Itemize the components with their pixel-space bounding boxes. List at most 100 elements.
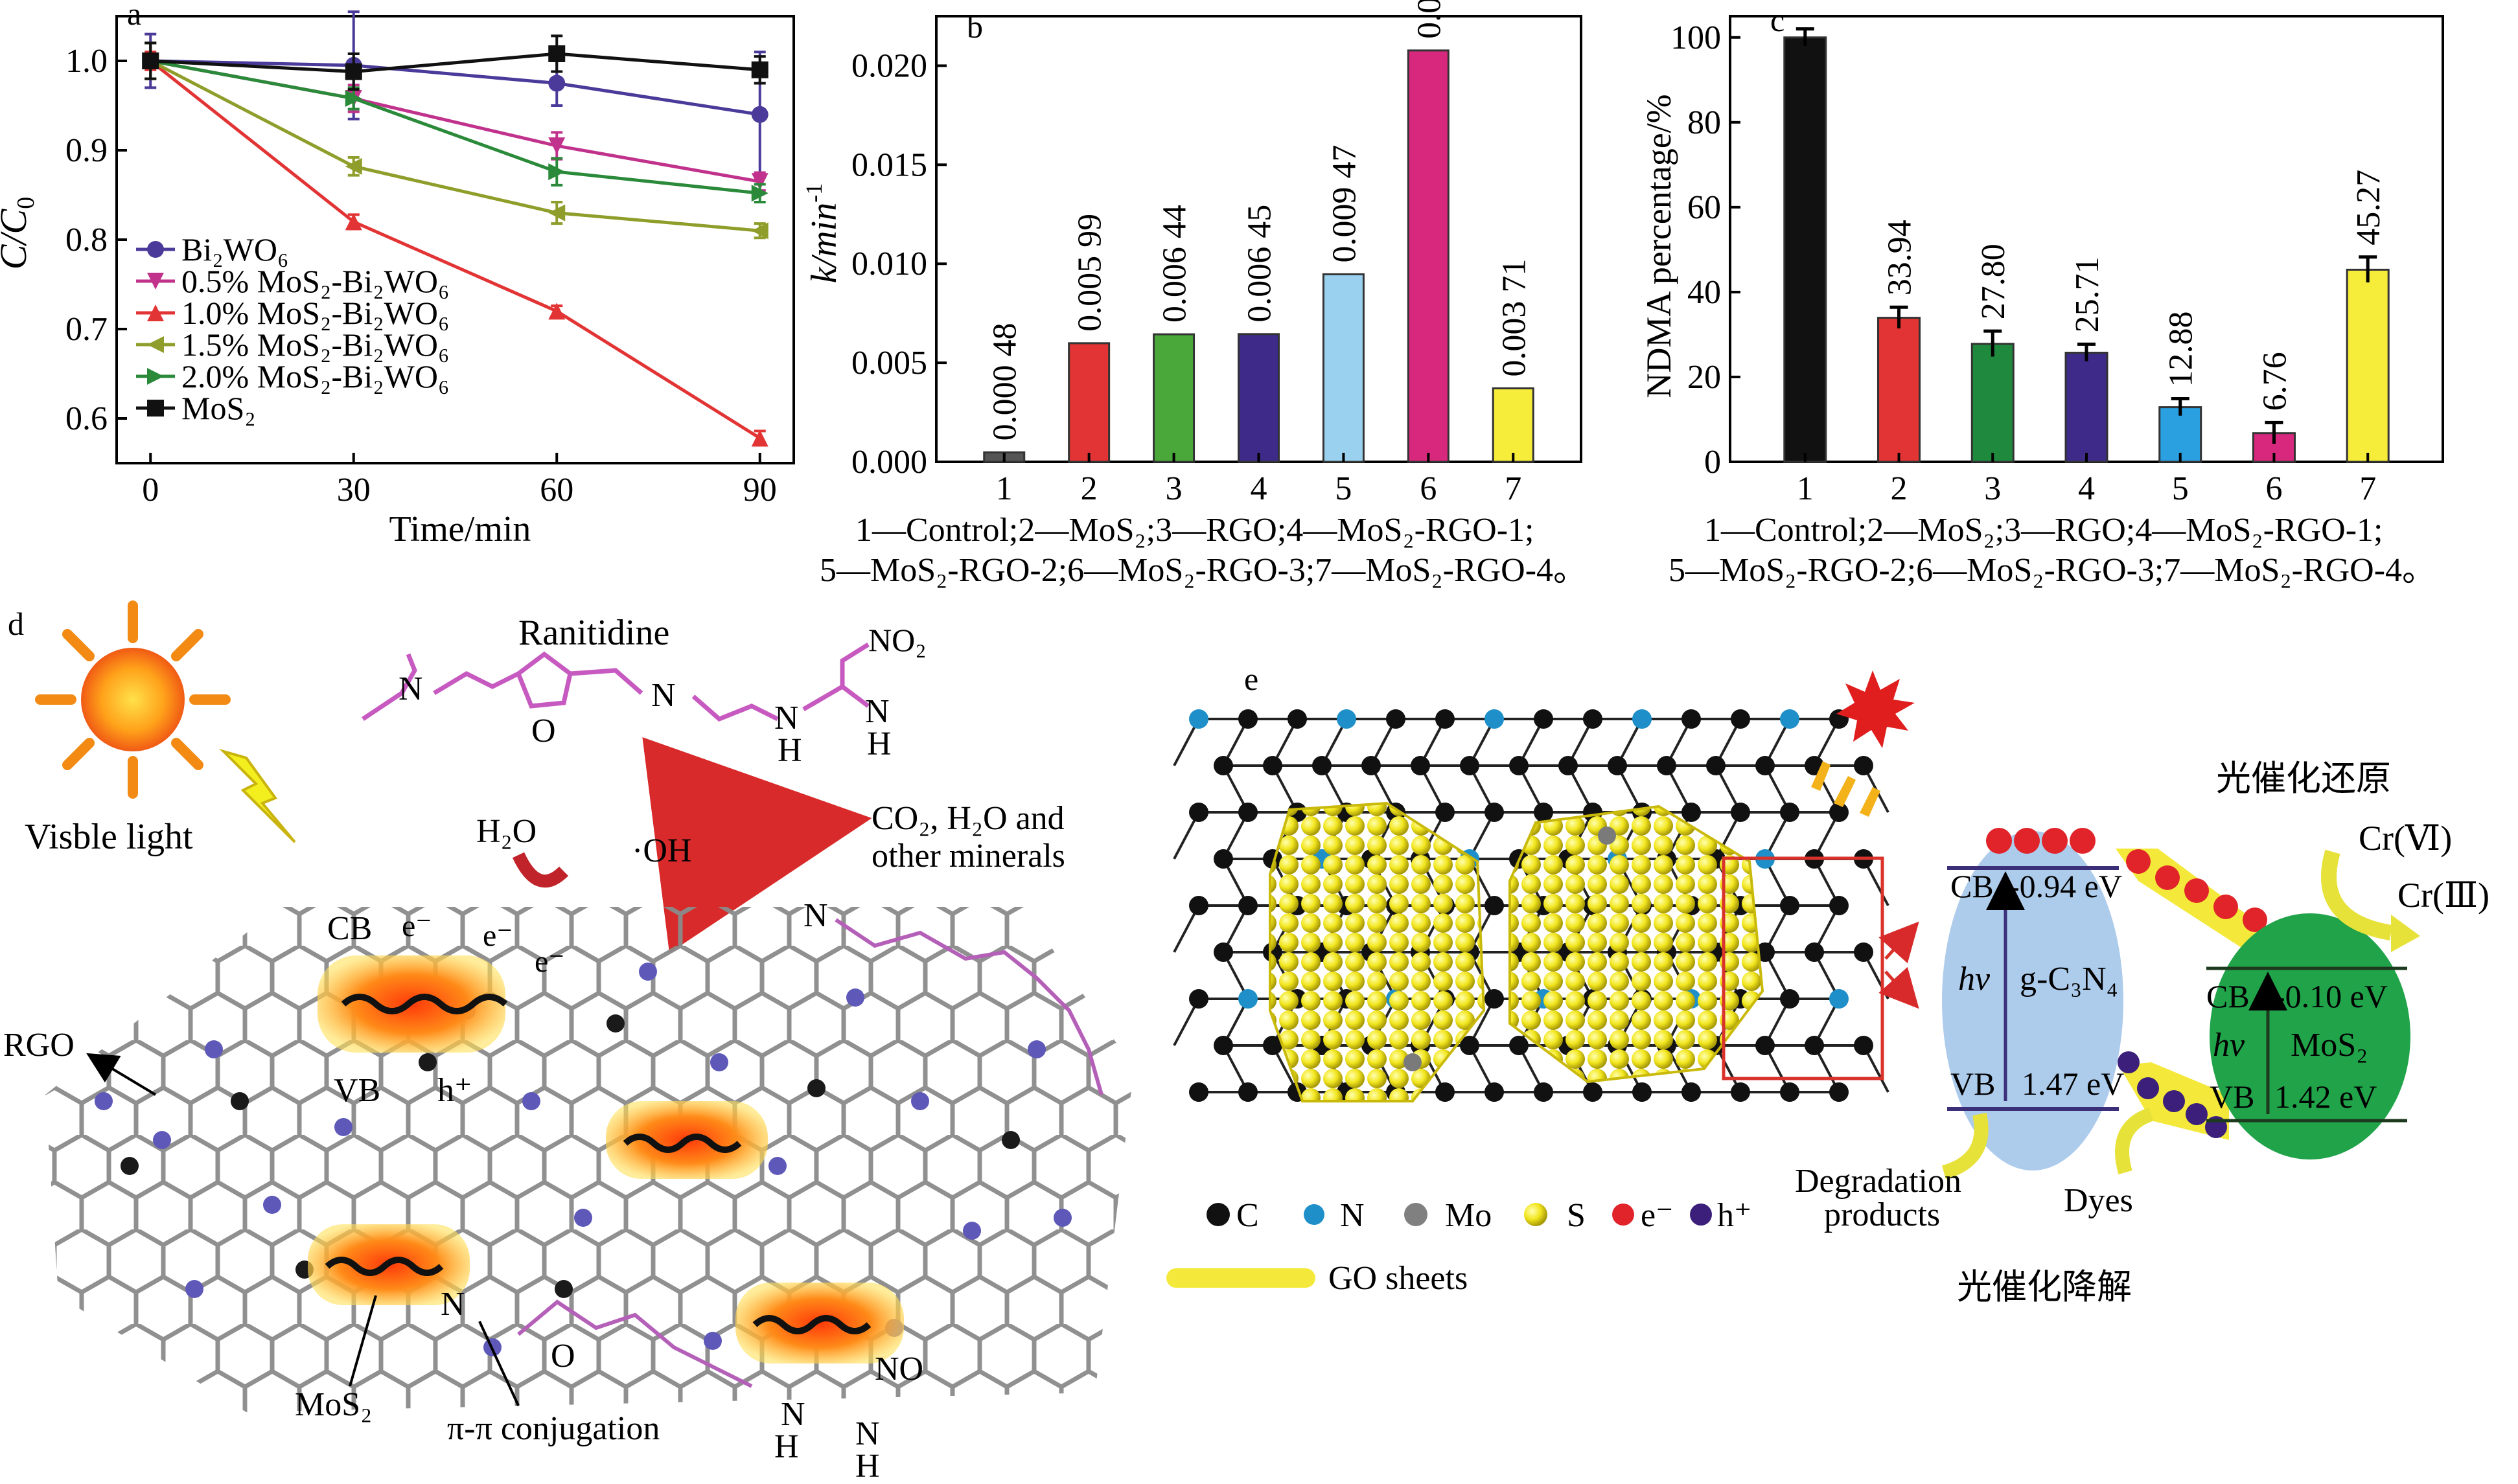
chart-b-value-label: 0.009 47	[1326, 144, 1363, 262]
lightning-icon	[219, 748, 296, 843]
mos2-blob-4	[735, 1283, 904, 1364]
carbon-atom	[1509, 1036, 1529, 1055]
chart-c-xtick-label: 3	[1984, 470, 2001, 507]
panel-letter-b: b	[967, 8, 983, 45]
gc3n4-vb-value: 1.47 eV	[2022, 1066, 2124, 1102]
mos2-blob-2	[606, 1101, 768, 1179]
chart-c-xtick-label: 7	[2359, 470, 2376, 507]
carbon-atom	[1632, 1082, 1652, 1102]
chart-a-xtick-label: 60	[540, 472, 573, 508]
legend-s-label: S	[1567, 1197, 1586, 1234]
legend-n-icon	[1304, 1204, 1324, 1225]
panel-e-legend: C N Mo S e⁻ h⁺ GO sheets	[1166, 1197, 1751, 1297]
chart-c-bar	[2158, 406, 2202, 463]
chart-a-series-line	[150, 59, 761, 117]
chart-c-ylabel: NDMA percentage/%	[1639, 94, 1678, 398]
chart-a-point	[751, 222, 768, 240]
chart-b-value-label: 0.006 45	[1242, 205, 1278, 323]
chart-c-plot: 0 20 40 60 80 100 1 2 33.94 3 27.80 4 25.71 5 12.88 6 6.…	[1670, 15, 2444, 507]
carbon-atom	[1583, 1082, 1602, 1102]
pi-pointer	[478, 1321, 520, 1406]
legend-go-label: GO sheets	[1328, 1260, 1468, 1297]
legend-s-icon	[1524, 1203, 1547, 1226]
carbon-atom	[1288, 709, 1307, 729]
oh-label: ·OH	[632, 832, 691, 869]
chart-a-ytick-label: 0.9	[65, 132, 108, 169]
zoom-arrow-2	[1878, 966, 1919, 1009]
carbon-atom	[1706, 756, 1726, 775]
legend-h-icon	[1690, 1204, 1712, 1226]
atom-n-sheet-3: N	[855, 1415, 880, 1452]
carbon-atom	[1238, 709, 1258, 729]
carbon-atom	[1214, 756, 1233, 775]
chart-c-ytick-label: 60	[1687, 189, 1721, 226]
chart-b-ytick-label: 0.005	[851, 345, 927, 382]
carbon-atom	[1681, 1082, 1701, 1102]
carbon-atom	[1238, 1082, 1258, 1102]
carbon-atom	[1509, 756, 1529, 775]
chart-a-legend-label: 1.5% MoS₂-Bi₂WO₆	[181, 326, 449, 363]
chart-b-value-label: 0.020 77	[1411, 0, 1448, 39]
visible-light-label: Visble light	[25, 817, 193, 857]
chart-a-legend-label: 0.5% MoS₂-Bi₂WO₆	[181, 263, 449, 299]
carbon-atom	[1263, 1036, 1282, 1055]
chart-a-point	[345, 213, 362, 231]
carbon-atom	[1755, 1036, 1775, 1055]
carbon-atom	[1731, 709, 1750, 729]
chart-b-bar	[1407, 49, 1450, 463]
chart-a-point	[548, 303, 566, 320]
light-rays-icon	[1811, 761, 1880, 817]
chart-a-legend-label: Bi₂WO₆	[181, 231, 288, 268]
chart-c-xtick-label: 2	[1891, 470, 1908, 507]
panel-letter-e: e	[1244, 661, 1258, 697]
carbon-atom	[1534, 1082, 1553, 1102]
carbon-atom	[1558, 756, 1578, 775]
carbon-atom	[1805, 1036, 1824, 1055]
carbon-atom	[1780, 803, 1799, 822]
carbon-atom	[1263, 756, 1282, 775]
carbon-atom	[1780, 896, 1799, 915]
sun-icon	[35, 600, 231, 799]
atom-h-4: H	[867, 725, 892, 762]
chart-a-point	[345, 157, 362, 175]
chart-a-ylabel: C/C0	[0, 197, 40, 270]
chart-a-series-line	[150, 52, 760, 74]
chart-a-point	[751, 61, 768, 78]
chart-a-legend-label: 2.0% MoS₂-Bi₂WO₆	[181, 358, 449, 394]
atom-h-sheet-2: H	[774, 1428, 799, 1465]
chart-b-value-label: 0.006 44	[1157, 205, 1194, 323]
carbon-atom	[1681, 803, 1701, 822]
atom-n-sheet-2: N	[781, 1396, 805, 1433]
carbon-atom	[1780, 989, 1799, 1009]
chart-c-bar	[1877, 317, 1921, 463]
light-star-icon	[1836, 670, 1915, 748]
chart-b-xtick-label: 6	[1420, 470, 1437, 507]
chart-c-value-label: 45.27	[2350, 170, 2387, 245]
chart-a-point	[751, 106, 768, 123]
carbon-atom	[1411, 756, 1430, 775]
chart-c-xtick-label: 5	[2172, 470, 2189, 507]
dyes-label: Dyes	[2064, 1182, 2133, 1219]
chart-c-xtick-label: 4	[2078, 470, 2095, 507]
mos2-cluster-right	[1508, 805, 1764, 1084]
electron-label-3: e⁻	[535, 944, 565, 979]
mo-atom-2	[1403, 1053, 1422, 1071]
chart-a-point	[548, 137, 566, 155]
carbon-atom	[1361, 756, 1381, 775]
chart-a-point	[142, 52, 159, 69]
gc3n4-cb-value: -0.94 eV	[2009, 868, 2122, 904]
ranitidine-structure	[362, 643, 870, 722]
cr3-label: Cr(Ⅲ)	[2397, 876, 2489, 915]
chart-a-point	[345, 63, 362, 80]
cr-reduction-arrow	[2321, 849, 2393, 941]
legend-n-label: N	[1340, 1197, 1365, 1234]
chart-b-ytick-label: 0.020	[851, 47, 927, 84]
carbon-atom	[1238, 896, 1258, 915]
chart-b-xtick-label: 1	[996, 470, 1013, 507]
degradation-products-1: Degradation	[1795, 1163, 1961, 1200]
chart-a-point	[548, 74, 566, 92]
panel-e: e CB -0.94 eV hv	[1166, 661, 2489, 1307]
